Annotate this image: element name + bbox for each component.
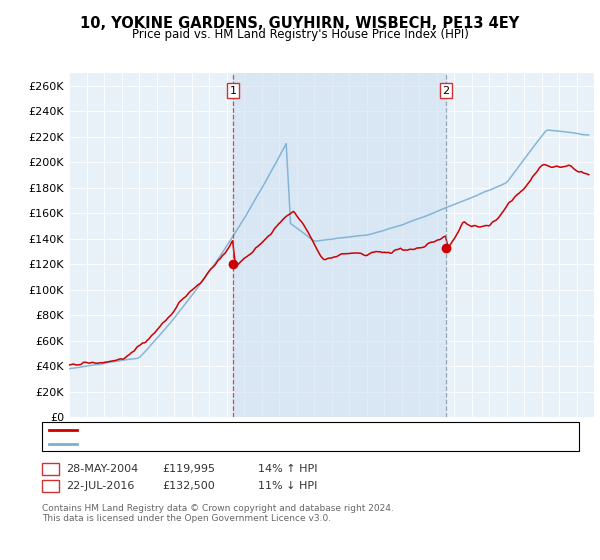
Text: 28-MAY-2004: 28-MAY-2004 xyxy=(66,464,138,474)
Text: 22-JUL-2016: 22-JUL-2016 xyxy=(66,481,134,491)
Text: 1: 1 xyxy=(47,464,54,474)
Text: 2: 2 xyxy=(443,86,449,96)
Bar xyxy=(233,73,446,417)
Text: 10, YOKINE GARDENS, GUYHIRN, WISBECH, PE13 4EY: 10, YOKINE GARDENS, GUYHIRN, WISBECH, PE… xyxy=(80,16,520,31)
Text: Contains HM Land Registry data © Crown copyright and database right 2024.
This d: Contains HM Land Registry data © Crown c… xyxy=(42,504,394,524)
Text: 14% ↑ HPI: 14% ↑ HPI xyxy=(258,464,317,474)
Text: £119,995: £119,995 xyxy=(162,464,215,474)
Text: Price paid vs. HM Land Registry's House Price Index (HPI): Price paid vs. HM Land Registry's House … xyxy=(131,28,469,41)
Text: £132,500: £132,500 xyxy=(162,481,215,491)
Text: 11% ↓ HPI: 11% ↓ HPI xyxy=(258,481,317,491)
Text: 2: 2 xyxy=(47,481,54,491)
Text: HPI: Average price, semi-detached house, Fenland: HPI: Average price, semi-detached house,… xyxy=(83,438,346,449)
Text: 1: 1 xyxy=(230,86,236,96)
Text: 10, YOKINE GARDENS, GUYHIRN, WISBECH, PE13 4EY (semi-detached house): 10, YOKINE GARDENS, GUYHIRN, WISBECH, PE… xyxy=(83,425,483,435)
